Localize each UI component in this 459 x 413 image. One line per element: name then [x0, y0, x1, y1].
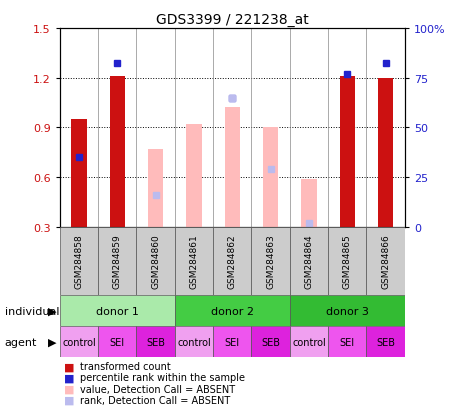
- Bar: [366, 326, 404, 357]
- Bar: [289, 227, 327, 295]
- Text: SEI: SEI: [110, 337, 124, 347]
- Bar: [301, 179, 316, 227]
- Bar: [109, 77, 125, 227]
- Text: donor 1: donor 1: [95, 306, 139, 316]
- Bar: [213, 227, 251, 295]
- Text: rank, Detection Call = ABSENT: rank, Detection Call = ABSENT: [80, 395, 230, 405]
- Bar: [339, 77, 354, 227]
- Bar: [60, 326, 98, 357]
- Text: control: control: [291, 337, 325, 347]
- Text: SEI: SEI: [339, 337, 354, 347]
- Text: GSM284861: GSM284861: [189, 234, 198, 289]
- Text: percentile rank within the sample: percentile rank within the sample: [80, 373, 245, 382]
- Text: SEI: SEI: [224, 337, 239, 347]
- Text: SEB: SEB: [375, 337, 394, 347]
- Text: GSM284858: GSM284858: [74, 234, 83, 289]
- Text: ■: ■: [64, 373, 75, 382]
- Bar: [174, 227, 213, 295]
- Bar: [263, 128, 278, 227]
- Text: value, Detection Call = ABSENT: value, Detection Call = ABSENT: [80, 384, 235, 394]
- Bar: [136, 227, 174, 295]
- Bar: [251, 326, 289, 357]
- Bar: [224, 108, 240, 227]
- Text: donor 2: donor 2: [210, 306, 253, 316]
- Text: GSM284862: GSM284862: [227, 234, 236, 288]
- Text: agent: agent: [5, 337, 37, 347]
- Text: ▶: ▶: [48, 306, 56, 316]
- Bar: [174, 326, 213, 357]
- Title: GDS3399 / 221238_at: GDS3399 / 221238_at: [156, 12, 308, 26]
- Text: GSM284864: GSM284864: [304, 234, 313, 288]
- Bar: [377, 78, 392, 227]
- Bar: [98, 227, 136, 295]
- Bar: [186, 125, 201, 227]
- Bar: [98, 326, 136, 357]
- Text: transformed count: transformed count: [80, 361, 171, 371]
- Text: ■: ■: [64, 384, 75, 394]
- Bar: [289, 326, 327, 357]
- Bar: [366, 227, 404, 295]
- Text: GSM284859: GSM284859: [112, 234, 122, 289]
- Text: GSM284860: GSM284860: [151, 234, 160, 289]
- Bar: [174, 295, 289, 326]
- Text: GSM284865: GSM284865: [342, 234, 351, 289]
- Bar: [148, 150, 163, 227]
- Bar: [71, 120, 86, 227]
- Bar: [213, 326, 251, 357]
- Text: individual: individual: [5, 306, 59, 316]
- Bar: [136, 326, 174, 357]
- Bar: [327, 227, 366, 295]
- Bar: [289, 295, 404, 326]
- Text: SEB: SEB: [146, 337, 165, 347]
- Bar: [251, 227, 289, 295]
- Text: SEB: SEB: [261, 337, 280, 347]
- Bar: [60, 227, 98, 295]
- Text: GSM284866: GSM284866: [381, 234, 389, 289]
- Text: donor 3: donor 3: [325, 306, 368, 316]
- Text: ■: ■: [64, 395, 75, 405]
- Text: GSM284863: GSM284863: [266, 234, 274, 289]
- Text: control: control: [62, 337, 95, 347]
- Text: ▶: ▶: [48, 337, 56, 347]
- Bar: [327, 326, 366, 357]
- Text: control: control: [177, 337, 210, 347]
- Bar: [60, 295, 174, 326]
- Text: ■: ■: [64, 361, 75, 371]
